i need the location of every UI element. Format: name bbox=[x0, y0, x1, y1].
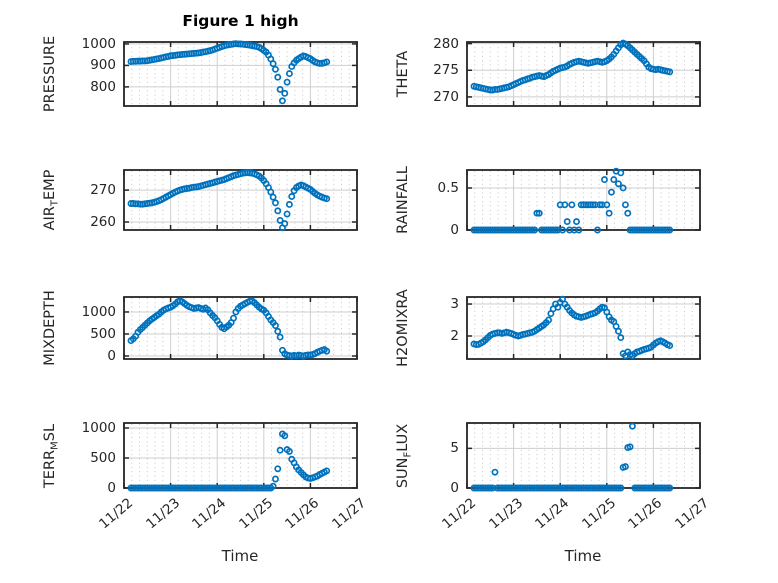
subplot-rainfall bbox=[459, 162, 708, 238]
major-grid bbox=[124, 423, 357, 488]
axes-box bbox=[466, 169, 701, 231]
y-tick-label: 500 bbox=[90, 449, 116, 466]
y-tick-label: 5 bbox=[450, 440, 459, 457]
x-tick-label-text: 11/27 bbox=[329, 495, 370, 533]
ylabel-subscript: T bbox=[49, 200, 61, 207]
y-tick-label: 3 bbox=[450, 296, 459, 313]
axis-ticks bbox=[466, 42, 701, 106]
subplot-terr-msl bbox=[116, 415, 365, 496]
major-grid bbox=[467, 42, 700, 106]
plot-area-svg bbox=[466, 295, 701, 360]
major-grid bbox=[467, 170, 700, 230]
y-tick-label: 0 bbox=[450, 480, 459, 496]
major-grid bbox=[467, 423, 700, 488]
subplot-sun-flux bbox=[459, 415, 708, 496]
y-axis-label-terr_msl: TERRMSL bbox=[40, 346, 61, 566]
axis-ticks bbox=[123, 42, 358, 106]
y-tick-label: 260 bbox=[90, 214, 116, 231]
y-tick-label: 270 bbox=[90, 182, 116, 199]
x-tick-label-text: 11/22 bbox=[439, 495, 480, 533]
x-tick-label-text: 11/26 bbox=[625, 495, 666, 533]
y-tick-label: 275 bbox=[433, 62, 459, 79]
plot-area-svg bbox=[123, 422, 358, 492]
plot-area-svg bbox=[123, 40, 358, 107]
figure-title: Figure 1 high bbox=[182, 12, 299, 30]
y-tick-label: 1000 bbox=[81, 419, 116, 436]
scatter-points bbox=[127, 430, 331, 492]
y-tick-label: 0 bbox=[107, 480, 116, 496]
scatter-points bbox=[470, 39, 674, 94]
y-tick-label: 0 bbox=[107, 348, 116, 364]
ylabel-text: TERR bbox=[42, 449, 58, 488]
scatter-points bbox=[470, 167, 674, 234]
x-axis-label-left: Time bbox=[221, 547, 259, 565]
ylabel-text: SUN bbox=[395, 457, 411, 488]
y-tick-label: 500 bbox=[90, 325, 116, 342]
minor-grid bbox=[474, 43, 693, 105]
y-tick-label: 800 bbox=[90, 78, 116, 95]
x-tick-label-text: 11/24 bbox=[189, 495, 230, 533]
x-tick-label-text: 11/22 bbox=[96, 495, 137, 533]
ylabel-subscript: F bbox=[402, 451, 414, 457]
axes-box bbox=[466, 41, 701, 107]
y-tick-label: 1000 bbox=[81, 303, 116, 320]
y-tick-label: 280 bbox=[433, 35, 459, 52]
scatter-points bbox=[470, 422, 674, 492]
x-tick-label-text: 11/23 bbox=[142, 495, 183, 533]
x-tick-label-text: 11/27 bbox=[672, 495, 713, 533]
x-tick-label-text: 11/25 bbox=[578, 495, 620, 533]
scatter-points bbox=[127, 40, 331, 105]
y-tick-label: 0 bbox=[450, 222, 459, 238]
y-tick-label: 1000 bbox=[81, 35, 116, 52]
y-tick-label: 270 bbox=[433, 88, 459, 105]
scatter-points bbox=[127, 297, 331, 360]
scatter-points bbox=[470, 295, 674, 360]
subplot-mixdepth bbox=[116, 289, 365, 367]
minor-grid bbox=[474, 171, 693, 229]
subplot-pressure bbox=[116, 34, 365, 114]
minor-grid bbox=[474, 424, 693, 487]
plot-area-svg bbox=[123, 169, 358, 232]
axis-ticks bbox=[466, 297, 701, 359]
minor-grid bbox=[131, 43, 350, 105]
axes-box bbox=[466, 296, 701, 360]
plot-area-svg bbox=[123, 296, 358, 360]
plot-area-svg bbox=[466, 167, 701, 234]
scatter-points bbox=[127, 169, 331, 232]
y-tick-label: 2 bbox=[450, 327, 459, 344]
plot-area-svg bbox=[466, 39, 701, 107]
subplot-h2omixra bbox=[459, 289, 708, 367]
axes-box bbox=[123, 296, 358, 360]
x-tick-label-text: 11/24 bbox=[532, 495, 573, 533]
subplot-theta bbox=[459, 34, 708, 114]
minor-grid bbox=[131, 424, 350, 487]
x-tick-label-text: 11/26 bbox=[282, 495, 323, 533]
plot-area-svg bbox=[466, 422, 701, 492]
x-axis-label-right: Time bbox=[564, 547, 602, 565]
subplot-air-temp bbox=[116, 162, 365, 238]
y-tick-label: 900 bbox=[90, 57, 116, 74]
ylabel-subscript: M bbox=[49, 440, 61, 450]
x-tick-label-text: 11/25 bbox=[235, 495, 277, 533]
ylabel-text: EMP bbox=[42, 169, 58, 201]
axis-ticks bbox=[123, 170, 358, 230]
x-tick-label-text: 11/23 bbox=[485, 495, 526, 533]
ylabel-text: SL bbox=[42, 423, 58, 441]
minor-grid bbox=[474, 298, 693, 358]
axes-box bbox=[123, 169, 358, 231]
axis-ticks bbox=[466, 170, 701, 231]
y-axis-label-sun_flux: SUNFLUX bbox=[393, 346, 414, 566]
y-tick-label: 0.5 bbox=[437, 179, 459, 196]
ylabel-text: LUX bbox=[395, 423, 411, 452]
